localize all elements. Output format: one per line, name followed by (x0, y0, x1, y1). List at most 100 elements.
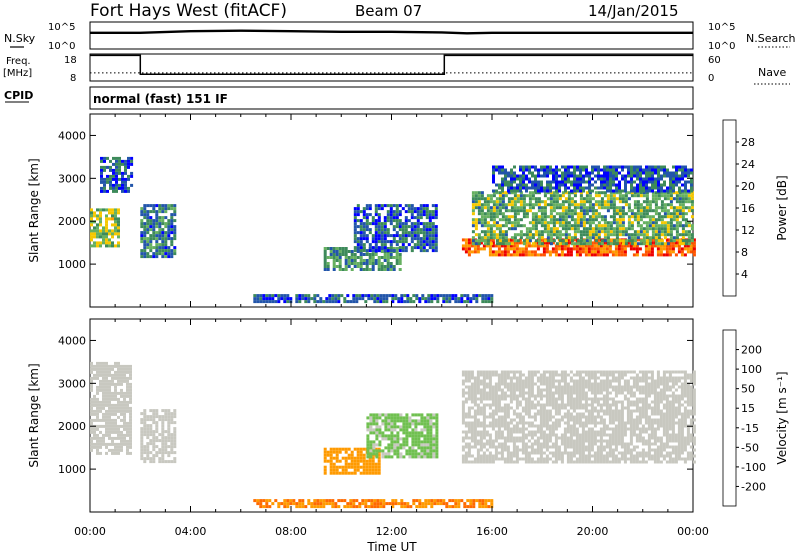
heatmap-cell (301, 297, 305, 301)
heatmap-cell (590, 250, 594, 254)
heatmap-cell (117, 208, 120, 212)
heatmap-cell (669, 183, 672, 187)
heatmap-cell (510, 186, 513, 190)
heatmap-cell (666, 171, 669, 175)
heatmap-cell (546, 203, 550, 207)
heatmap-cell (396, 443, 400, 447)
heatmap-cell (536, 424, 540, 428)
heatmap-cell (256, 300, 260, 304)
heatmap-cell (557, 418, 561, 422)
heatmap-cell (105, 241, 108, 245)
heatmap-cell (488, 433, 492, 437)
heatmap-cell (123, 442, 126, 446)
heatmap-cell (338, 450, 342, 454)
heatmap-cell (350, 453, 354, 457)
heatmap-cell (512, 454, 516, 458)
heatmap-cell (681, 242, 685, 246)
heatmap-cell (506, 412, 510, 416)
heatmap-cell (491, 250, 495, 254)
heatmap-cell (597, 194, 601, 198)
heatmap-cell (563, 373, 567, 377)
heatmap-cell (372, 449, 376, 453)
heatmap-cell (146, 237, 150, 241)
heatmap-cell (528, 194, 532, 198)
heatmap-cell (401, 231, 405, 235)
heatmap-cell (378, 425, 382, 429)
heatmap-cell (657, 194, 661, 198)
heatmap-cell (489, 206, 493, 210)
heatmap-cell (552, 221, 556, 225)
heatmap-cell (335, 450, 339, 454)
heatmap-cell (377, 240, 381, 244)
heatmap-cell (123, 436, 126, 440)
heatmap-cell (690, 171, 693, 175)
heatmap-cell (581, 454, 585, 458)
heatmap-cell (424, 297, 428, 301)
heatmap-cell (164, 246, 168, 250)
heatmap-cell (127, 162, 130, 166)
heatmap-cell (512, 409, 516, 413)
heatmap-cell (584, 436, 588, 440)
heatmap-cell (341, 268, 345, 271)
heatmap-cell (501, 206, 505, 210)
heatmap-cell (591, 221, 595, 225)
heatmap-cell (587, 373, 591, 377)
heatmap-cell (600, 203, 604, 207)
heatmap-cell (533, 451, 537, 455)
heatmap-cell (513, 191, 517, 195)
heatmap-cell (399, 443, 403, 447)
heatmap-cell (383, 222, 387, 226)
heatmap-cell (518, 427, 522, 431)
heatmap-cell (573, 194, 577, 198)
heatmap-cell (143, 418, 147, 422)
heatmap-cell (425, 228, 429, 232)
heatmap-cell (129, 427, 132, 431)
heatmap-cell (457, 297, 461, 301)
heatmap-cell (545, 382, 549, 386)
heatmap-cell (383, 243, 387, 247)
heatmap-cell (464, 433, 468, 437)
heatmap-cell (108, 388, 111, 392)
heatmap-cell (570, 236, 574, 240)
heatmap-cell (474, 233, 478, 237)
heatmap-cell (454, 297, 458, 301)
heatmap-cell (542, 418, 546, 422)
heatmap-cell (669, 194, 673, 198)
heatmap-cell (675, 191, 679, 195)
heatmap-cell (659, 244, 663, 248)
heatmap-cell (167, 430, 171, 434)
heatmap-cell (642, 200, 646, 204)
heatmap-cell (666, 191, 670, 195)
heatmap-cell (647, 253, 651, 257)
heatmap-cell (371, 234, 375, 238)
heatmap-cell (483, 236, 487, 240)
heatmap-cell (464, 460, 468, 464)
heatmap-cell (341, 471, 345, 475)
heatmap-cell (642, 177, 645, 181)
heatmap-cell (672, 206, 676, 210)
heatmap-cell (352, 300, 356, 304)
heatmap-cell (485, 394, 489, 398)
heatmap-cell (555, 168, 558, 172)
heatmap-cell (663, 236, 667, 240)
heatmap-cell (516, 200, 520, 204)
heatmap-cell (564, 189, 567, 193)
heatmap-cell (557, 253, 561, 257)
heatmap-cell (521, 406, 525, 410)
heatmap-cell (422, 228, 426, 232)
heatmap-cell (642, 239, 646, 243)
heatmap-cell (99, 406, 102, 410)
heatmap-cell (555, 212, 559, 216)
heatmap-cell (170, 237, 174, 241)
heatmap-cell (464, 442, 468, 446)
heatmap-cell (353, 216, 357, 220)
heatmap-cell (612, 194, 616, 198)
heatmap-cell (621, 227, 625, 231)
heatmap-cell (470, 391, 474, 395)
heatmap-cell (378, 443, 382, 447)
heatmap-cell (563, 430, 567, 434)
heatmap-cell (561, 224, 565, 228)
heatmap-cell (362, 222, 366, 226)
heatmap-cell (439, 294, 443, 298)
heatmap-cell (678, 194, 682, 198)
